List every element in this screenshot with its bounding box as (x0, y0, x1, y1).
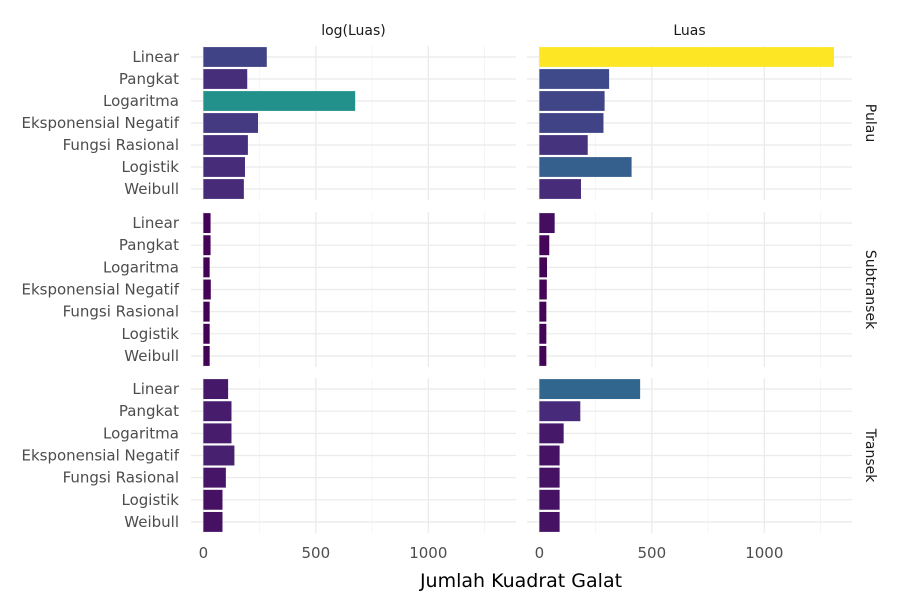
bar-pulau-luas-logistik (539, 157, 632, 177)
y-tick-label: Logaritma (103, 258, 179, 276)
bar-subtransek-log-luas-linear (203, 213, 211, 234)
x-tick-label: 0 (199, 544, 209, 562)
bar-pulau-log-luas-logistik (203, 157, 245, 177)
bar-subtransek-log-luas-weibull (203, 345, 210, 366)
bar-subtransek-luas-linear (539, 213, 555, 234)
y-tick-label: Fungsi Rasional (63, 303, 179, 321)
y-tick-label: Fungsi Rasional (63, 136, 179, 154)
y-tick-label: Logistik (121, 491, 179, 509)
bar-transek-luas-logistik (539, 489, 560, 510)
bar-subtransek-luas-weibull (539, 345, 547, 366)
bar-subtransek-log-luas-logistik (203, 323, 210, 344)
y-tick-label: Pangkat (119, 402, 179, 420)
y-tick-label: Eksponensial Negatif (21, 281, 179, 299)
y-tick-label: Eksponensial Negatif (21, 447, 179, 465)
bar-subtransek-log-luas-eksponensial-negatif (203, 279, 211, 300)
y-tick-label: Logistik (121, 158, 179, 176)
y-tick-label: Weibull (124, 513, 179, 531)
y-tick-label: Logaritma (103, 92, 179, 110)
row-facet-label: Pulau (862, 104, 878, 142)
bar-pulau-log-luas-pangkat (203, 69, 248, 89)
column-facet-label: Luas (673, 23, 705, 39)
y-tick-label: Linear (132, 214, 179, 232)
bar-transek-luas-weibull (539, 511, 560, 532)
bar-pulau-log-luas-weibull (203, 179, 244, 199)
x-tick-label: 1000 (409, 544, 447, 562)
bar-subtransek-luas-eksponensial-negatif (539, 279, 547, 300)
bar-pulau-luas-fungsi-rasional (539, 135, 588, 155)
bar-pulau-log-luas-eksponensial-negatif (203, 113, 259, 133)
y-tick-label: Linear (132, 380, 179, 398)
bar-subtransek-log-luas-logaritma (203, 257, 210, 278)
bar-pulau-luas-linear (539, 47, 835, 67)
bar-subtransek-luas-fungsi-rasional (539, 301, 547, 322)
bar-subtransek-luas-pangkat (539, 235, 550, 256)
bar-pulau-log-luas-logaritma (203, 91, 356, 111)
bar-subtransek-luas-logistik (539, 323, 547, 344)
row-facet-label: Subtransek (862, 250, 878, 330)
y-tick-label: Pangkat (119, 236, 179, 254)
bar-subtransek-log-luas-fungsi-rasional (203, 301, 210, 322)
x-axis-title: Jumlah Kuadrat Galat (419, 570, 622, 592)
y-tick-label: Eksponensial Negatif (21, 114, 179, 132)
bar-pulau-log-luas-fungsi-rasional (203, 135, 248, 155)
bar-pulau-luas-weibull (539, 179, 581, 199)
bar-transek-luas-linear (539, 379, 641, 400)
bar-transek-log-luas-logistik (203, 489, 223, 510)
x-tick-label: 1000 (745, 544, 783, 562)
bar-transek-log-luas-weibull (203, 511, 223, 532)
bar-pulau-luas-eksponensial-negatif (539, 113, 604, 133)
y-tick-label: Linear (132, 48, 179, 66)
bar-transek-luas-fungsi-rasional (539, 467, 560, 488)
y-tick-label: Pangkat (119, 70, 179, 88)
y-tick-label: Weibull (124, 180, 179, 198)
bar-pulau-log-luas-linear (203, 47, 267, 67)
y-tick-label: Logaritma (103, 424, 179, 442)
bar-transek-log-luas-logaritma (203, 423, 232, 444)
bar-pulau-luas-logaritma (539, 91, 605, 111)
bar-transek-luas-pangkat (539, 401, 581, 422)
y-tick-label: Logistik (121, 325, 179, 343)
bar-transek-log-luas-pangkat (203, 401, 232, 422)
bar-transek-luas-logaritma (539, 423, 564, 444)
bar-pulau-luas-pangkat (539, 69, 610, 89)
y-tick-label: Weibull (124, 347, 179, 365)
bar-transek-log-luas-fungsi-rasional (203, 467, 226, 488)
column-facet-label: log(Luas) (321, 23, 386, 39)
y-tick-label: Fungsi Rasional (63, 469, 179, 487)
bar-transek-luas-eksponensial-negatif (539, 445, 560, 466)
row-facet-label: Transek (862, 428, 878, 484)
bar-transek-log-luas-linear (203, 379, 229, 400)
bar-transek-log-luas-eksponensial-negatif (203, 445, 235, 466)
x-tick-label: 500 (638, 544, 667, 562)
x-tick-label: 500 (302, 544, 331, 562)
x-tick-label: 0 (535, 544, 545, 562)
bar-subtransek-log-luas-pangkat (203, 235, 211, 256)
bar-subtransek-luas-logaritma (539, 257, 548, 278)
